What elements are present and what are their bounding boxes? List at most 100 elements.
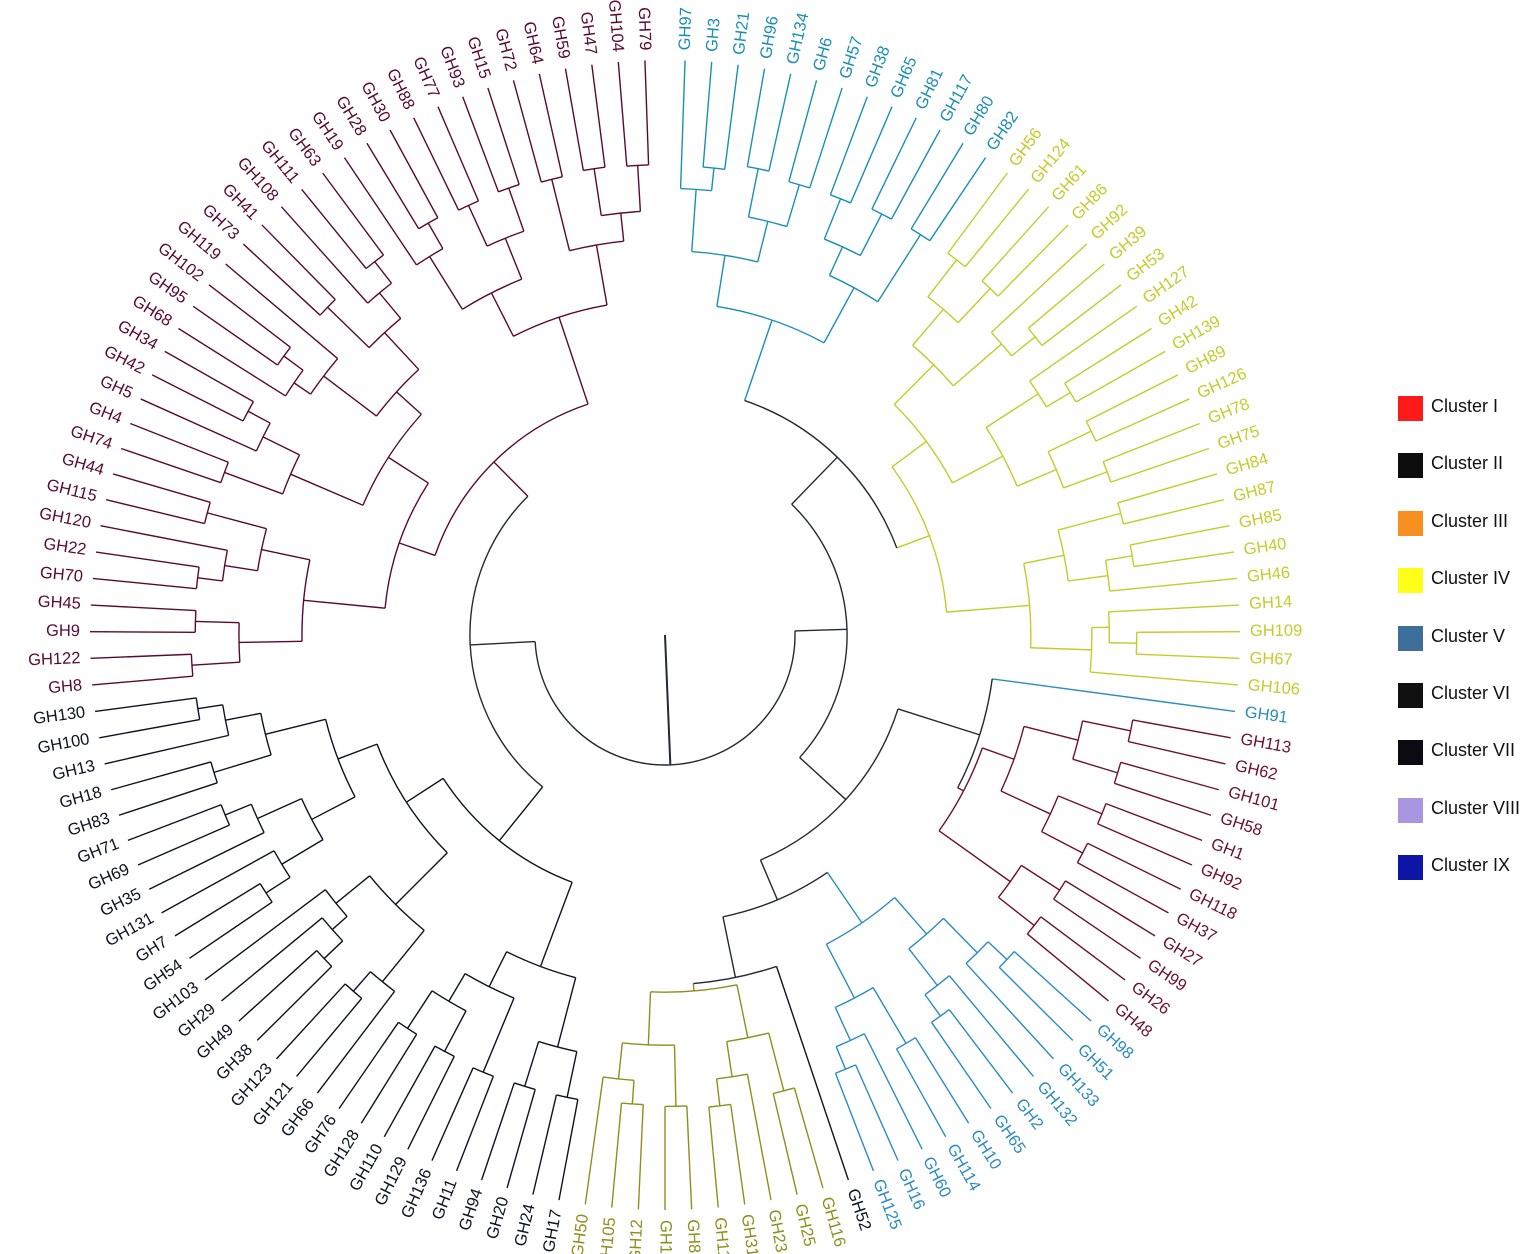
taxon-label: GH92 [1198, 860, 1245, 894]
branch-segment [736, 984, 749, 1038]
branch-segment [1041, 830, 1083, 854]
branch-segment [204, 889, 326, 981]
legend-swatch [1398, 855, 1423, 881]
taxon-label: GH64 [520, 20, 547, 66]
taxon-label: GH100 [36, 730, 91, 757]
branch-segment [1063, 471, 1108, 489]
branch-arc [203, 502, 211, 524]
branch-segment [636, 165, 642, 212]
branch-segment [799, 757, 847, 801]
branch-segment [225, 263, 339, 360]
branch-segment [644, 60, 650, 165]
branch-segment [965, 962, 1055, 1060]
legend-item-cluster-5: Cluster V [1398, 620, 1533, 677]
branch-segment [835, 1046, 847, 1070]
taxon-label: GH134 [783, 11, 812, 66]
taxon-label: GH13 [51, 757, 97, 784]
branch-segment [1114, 782, 1212, 816]
legend-label: Cluster III [1431, 510, 1509, 531]
branch-segment [437, 106, 480, 202]
taxon-label: GH78 [1205, 395, 1252, 428]
branch-segment [178, 327, 286, 397]
legend-swatch [1398, 797, 1423, 823]
branch-segment [360, 1033, 418, 1124]
branch-segment [455, 1076, 495, 1172]
branch-segment [1040, 916, 1126, 981]
branch-segment [1077, 862, 1169, 914]
branch-segment [620, 212, 625, 242]
branch-segment [1047, 430, 1092, 453]
taxon-label: GH25 [791, 1202, 818, 1248]
branch-arc [324, 719, 356, 798]
legend-label: Cluster VIII [1431, 797, 1521, 818]
branch-segment [396, 391, 422, 415]
taxon-label: GH115 [45, 476, 99, 506]
branch-segment [850, 106, 893, 204]
branch-segment [195, 620, 240, 624]
branch-segment [92, 577, 197, 590]
branch-arc [498, 183, 520, 193]
taxon-label: GH107 [657, 1220, 675, 1254]
taxon-label: GH94 [456, 1186, 487, 1233]
taxon-label: GH96 [757, 15, 782, 61]
taxon-label: GH47 [577, 11, 600, 56]
branch-segment [343, 157, 418, 266]
branch-segment [938, 830, 1011, 883]
branch-segment [982, 747, 1015, 760]
branch-segment [487, 87, 520, 185]
branch-segment [593, 168, 602, 216]
branch-segment [191, 661, 240, 666]
branch-segment [265, 876, 291, 894]
branch-lines [90, 60, 1240, 1210]
branch-segment [647, 991, 652, 1045]
taxon-label: GH44 [60, 450, 106, 479]
branch-segment [104, 734, 229, 765]
branch-segment [323, 940, 344, 960]
branch-arc [464, 972, 515, 999]
taxon-label: GH1 [1208, 835, 1246, 864]
branch-segment [399, 542, 436, 557]
branch-segment [859, 213, 883, 256]
branch-segment [828, 246, 844, 276]
branch-arc [514, 1082, 536, 1091]
branch-segment [1023, 554, 1065, 565]
branch-arc [1029, 380, 1048, 408]
branch-segment [1030, 647, 1092, 651]
branch-segment [564, 68, 585, 171]
branch-segment [1057, 512, 1121, 531]
legend-swatch [1398, 510, 1423, 536]
branch-segment [1090, 671, 1238, 686]
taxon-label: GH93 [436, 44, 468, 91]
branch-segment [1026, 933, 1109, 1002]
legend-item-cluster-7: Cluster VII [1398, 734, 1533, 791]
branch-segment [137, 824, 230, 866]
branch-segment [1136, 653, 1240, 660]
branch-arc [1027, 327, 1043, 346]
taxon-label: GH23 [765, 1208, 791, 1254]
taxon-label: GH106 [1247, 676, 1301, 698]
branch-segment [389, 129, 439, 219]
branch-segment [985, 393, 1039, 429]
legend-item-cluster-2: Cluster II [1398, 447, 1533, 504]
branch-segment [480, 1082, 515, 1181]
branch-segment [323, 375, 377, 417]
taxon-label: GH122 [28, 649, 81, 669]
branch-segment [301, 188, 367, 269]
taxon-label: GH71 [75, 835, 122, 867]
branch-arc [1108, 611, 1111, 643]
branch-arc [1104, 560, 1111, 592]
branch-segment [957, 287, 991, 324]
branch-segment [1029, 305, 1138, 382]
branch-arc [908, 917, 944, 950]
branch-segment [224, 803, 252, 816]
branch-segment [174, 882, 261, 937]
branch-segment [482, 997, 515, 1073]
branch-segment [189, 901, 273, 959]
branch-segment [197, 704, 223, 710]
branch-segment [637, 1104, 644, 1210]
branch-arc [726, 1032, 769, 1043]
branch-segment [1120, 761, 1219, 791]
taxon-label: GH16 [894, 1166, 928, 1213]
branch-arc [431, 990, 467, 1012]
branch-segment [759, 859, 779, 901]
